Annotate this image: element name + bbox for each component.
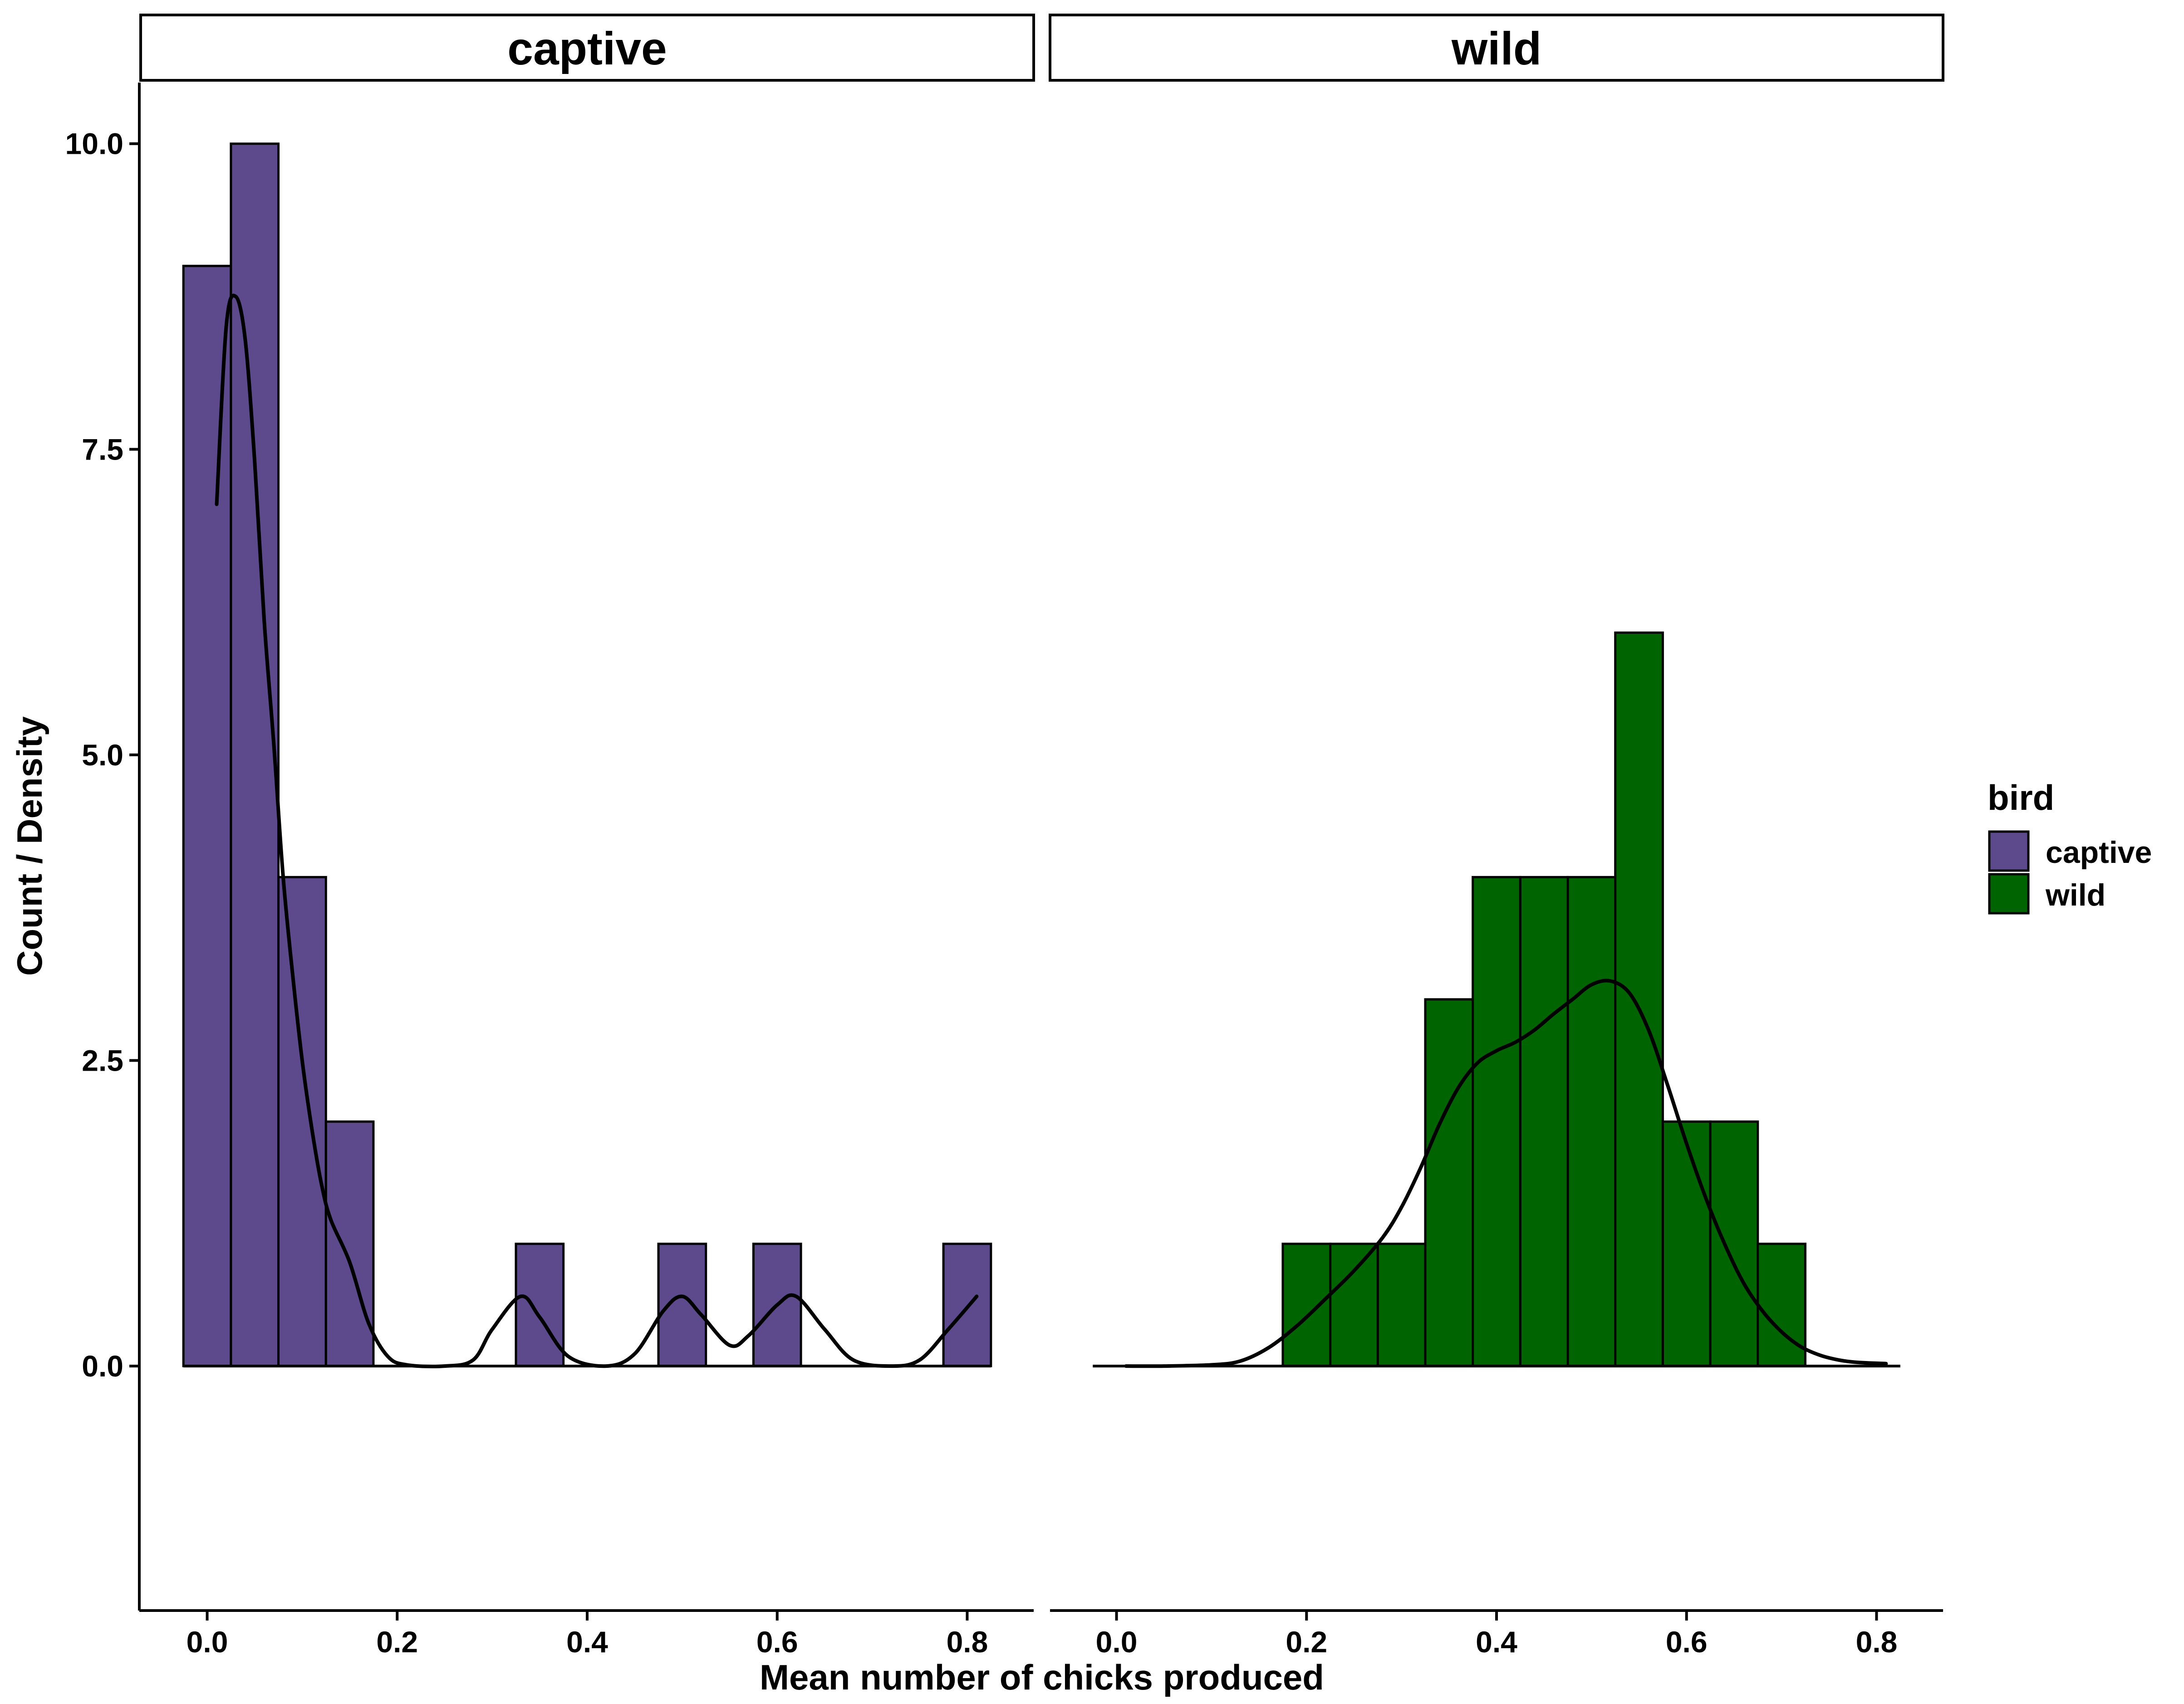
y-tick-label: 2.5 [82, 1044, 123, 1077]
x-tick-label: 0.4 [1476, 1625, 1517, 1659]
y-tick-label: 10.0 [65, 127, 123, 161]
x-axis-captive: 0.0 0.2 0.4 0.6 0.8 [139, 1609, 1034, 1659]
density-curve-wild [1124, 979, 1888, 1368]
histogram-bar-captive [324, 1120, 375, 1367]
legend-key-wild [1988, 873, 2030, 915]
x-tick-label: 0.2 [376, 1625, 418, 1659]
y-tick-label: 7.5 [82, 432, 123, 466]
histogram-bar-captive [515, 1243, 565, 1367]
y-axis-title: Count / Density [10, 716, 49, 976]
histogram-bar-wild [1757, 1243, 1806, 1367]
density-curve-captive [215, 294, 979, 1369]
histogram-bars-captive [182, 142, 992, 1367]
facet-panel-wild: wild [1049, 14, 1944, 1368]
x-tick-label: 0.0 [1096, 1625, 1138, 1659]
y-axis-ticks: 0.0 2.5 5.0 7.5 10.0 [65, 127, 139, 1383]
histogram-bars-wild [1281, 631, 1806, 1367]
x-axis-ticks-captive: 0.0 0.2 0.4 0.6 0.8 [186, 1611, 988, 1659]
facet-strip-wild [1049, 14, 1944, 82]
histogram-bar-wild [1614, 631, 1664, 1367]
legend: bird captive wild [1988, 778, 2152, 915]
x-axis-ticks-wild: 0.0 0.2 0.4 0.6 0.8 [1096, 1611, 1898, 1659]
facet-strip-captive [139, 14, 1035, 82]
histogram-bar-wild [1376, 1243, 1427, 1367]
histogram-bar-wild [1329, 1243, 1379, 1367]
y-axis: 0.0 2.5 5.0 7.5 10.0 [65, 83, 141, 1611]
x-tick-label: 0.6 [756, 1625, 798, 1659]
histogram-bar-captive [230, 142, 280, 1367]
x-tick-label: 0.6 [1666, 1625, 1708, 1659]
histogram-bar-wild [1661, 1120, 1712, 1367]
histogram-bar-wild [1472, 876, 1521, 1367]
histogram-bar-wild [1424, 998, 1474, 1367]
histogram-bar-captive [657, 1243, 707, 1367]
legend-title: bird [1988, 778, 2054, 818]
histogram-bar-captive [277, 876, 327, 1367]
x-tick-label: 0.8 [1856, 1625, 1898, 1659]
facet-strip-label-wild: wild [1451, 23, 1541, 74]
x-tick-label: 0.4 [566, 1625, 608, 1659]
legend-label-wild: wild [2045, 878, 2105, 912]
x-tick-label: 0.8 [947, 1625, 988, 1659]
y-tick-label: 0.0 [82, 1349, 123, 1383]
histogram-bar-wild [1519, 876, 1569, 1367]
x-tick-label: 0.0 [186, 1625, 228, 1659]
histogram-bar-wild [1566, 876, 1617, 1367]
legend-key-captive [1988, 830, 2030, 872]
histogram-bar-wild [1281, 1243, 1332, 1367]
x-axis-title: Mean number of chicks produced [760, 1657, 1324, 1697]
legend-label-captive: captive [2046, 835, 2152, 870]
facet-strip-label-captive: captive [507, 23, 667, 74]
x-axis-wild: 0.0 0.2 0.4 0.6 0.8 [1050, 1609, 1943, 1659]
y-tick-label: 5.0 [82, 738, 123, 772]
x-tick-label: 0.2 [1286, 1625, 1327, 1659]
histogram-bar-captive [182, 264, 232, 1367]
facet-panel-captive: captive [139, 14, 1035, 1369]
histogram-bar-wild [1709, 1120, 1759, 1367]
